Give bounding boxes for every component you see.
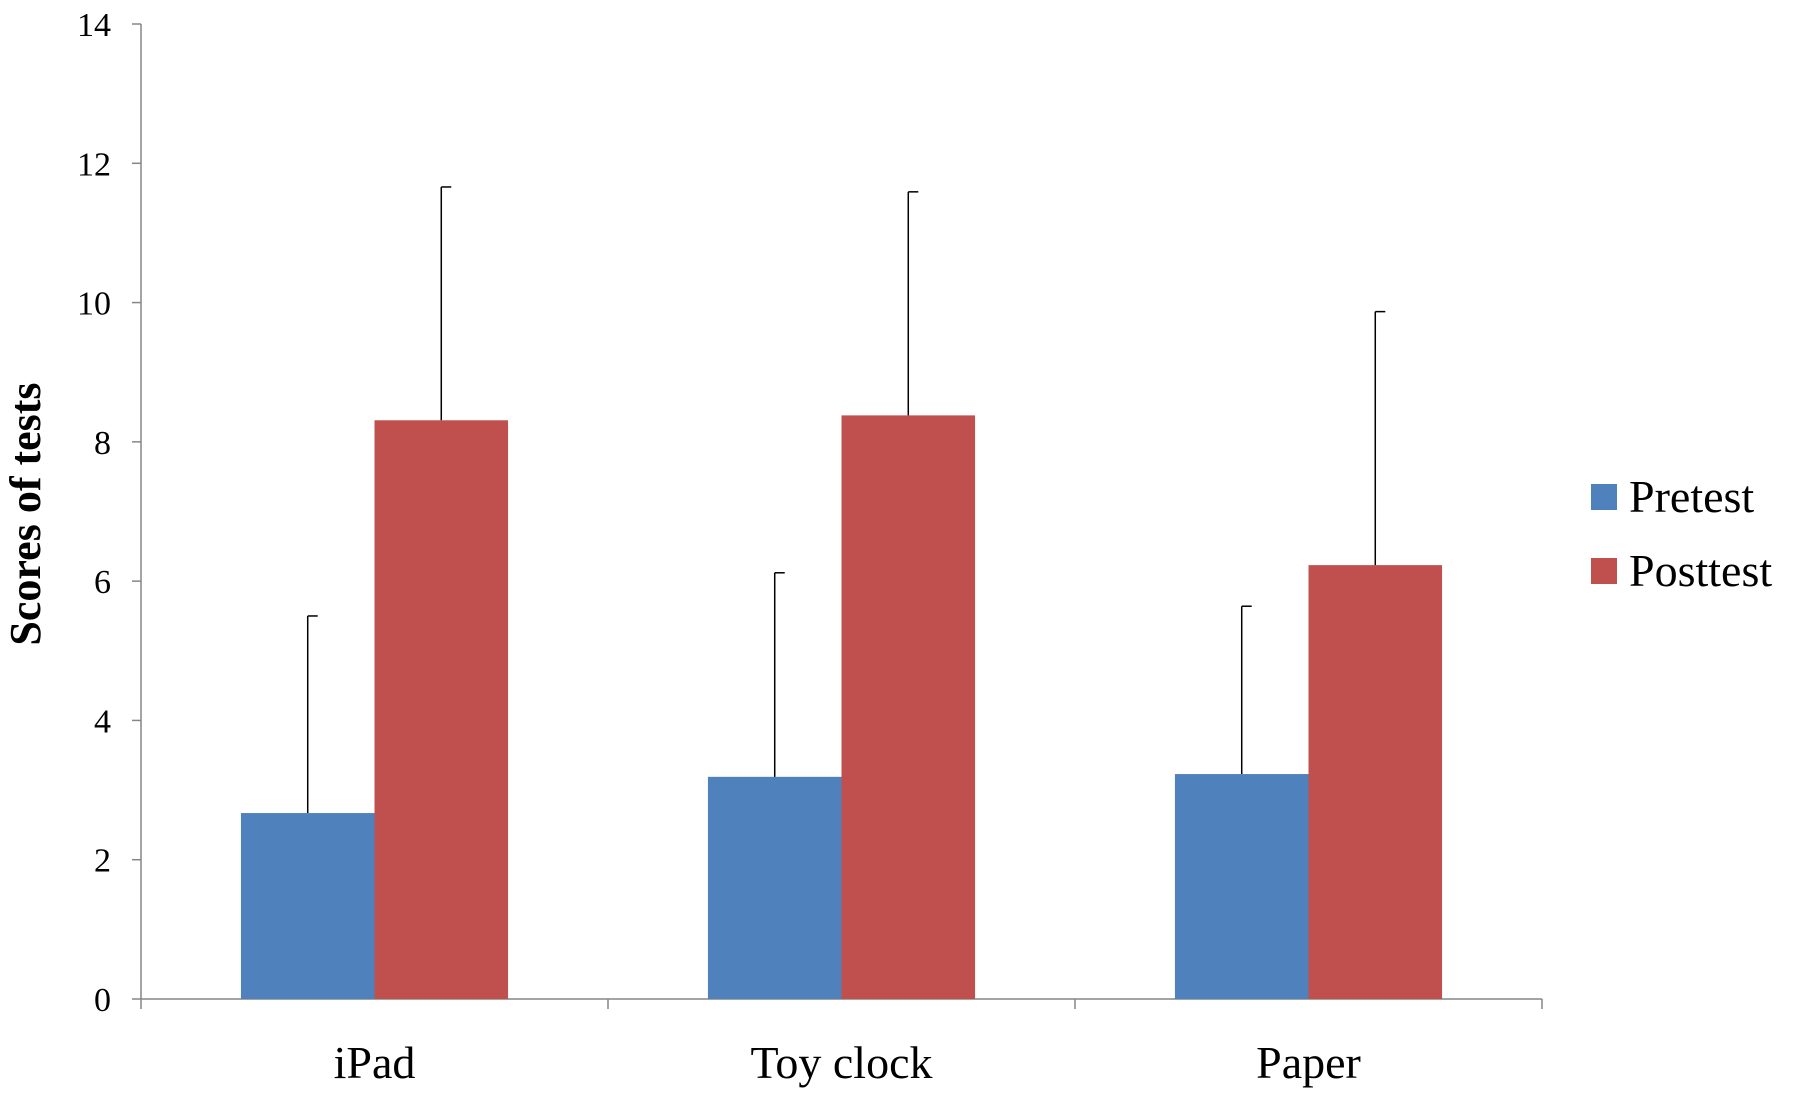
legend-label-pretest: Pretest [1629,471,1754,522]
y-tick-label: 2 [94,843,111,880]
bar-pretest [1174,774,1309,999]
bar-posttest [1308,565,1443,999]
bar-pretest [240,813,375,999]
bar-pretest [707,776,842,999]
x-category-label: iPad [334,1037,416,1088]
legend-swatch-posttest [1591,558,1617,584]
y-tick-label: 8 [94,425,111,462]
y-tick-label: 0 [94,982,111,1019]
bar-posttest [374,420,509,1000]
y-tick-label: 6 [94,564,111,601]
x-category-label: Paper [1256,1037,1361,1088]
bar-posttest [841,415,976,1000]
x-category-label: Toy clock [750,1037,932,1088]
y-tick-label: 14 [77,7,111,44]
y-axis-title: Scores of tests [1,382,50,645]
y-tick-label: 10 [77,286,111,323]
y-tick-label: 4 [94,703,111,740]
legend-swatch-pretest [1591,484,1617,510]
y-tick-label: 12 [77,146,111,183]
legend-label-posttest: Posttest [1629,545,1772,596]
